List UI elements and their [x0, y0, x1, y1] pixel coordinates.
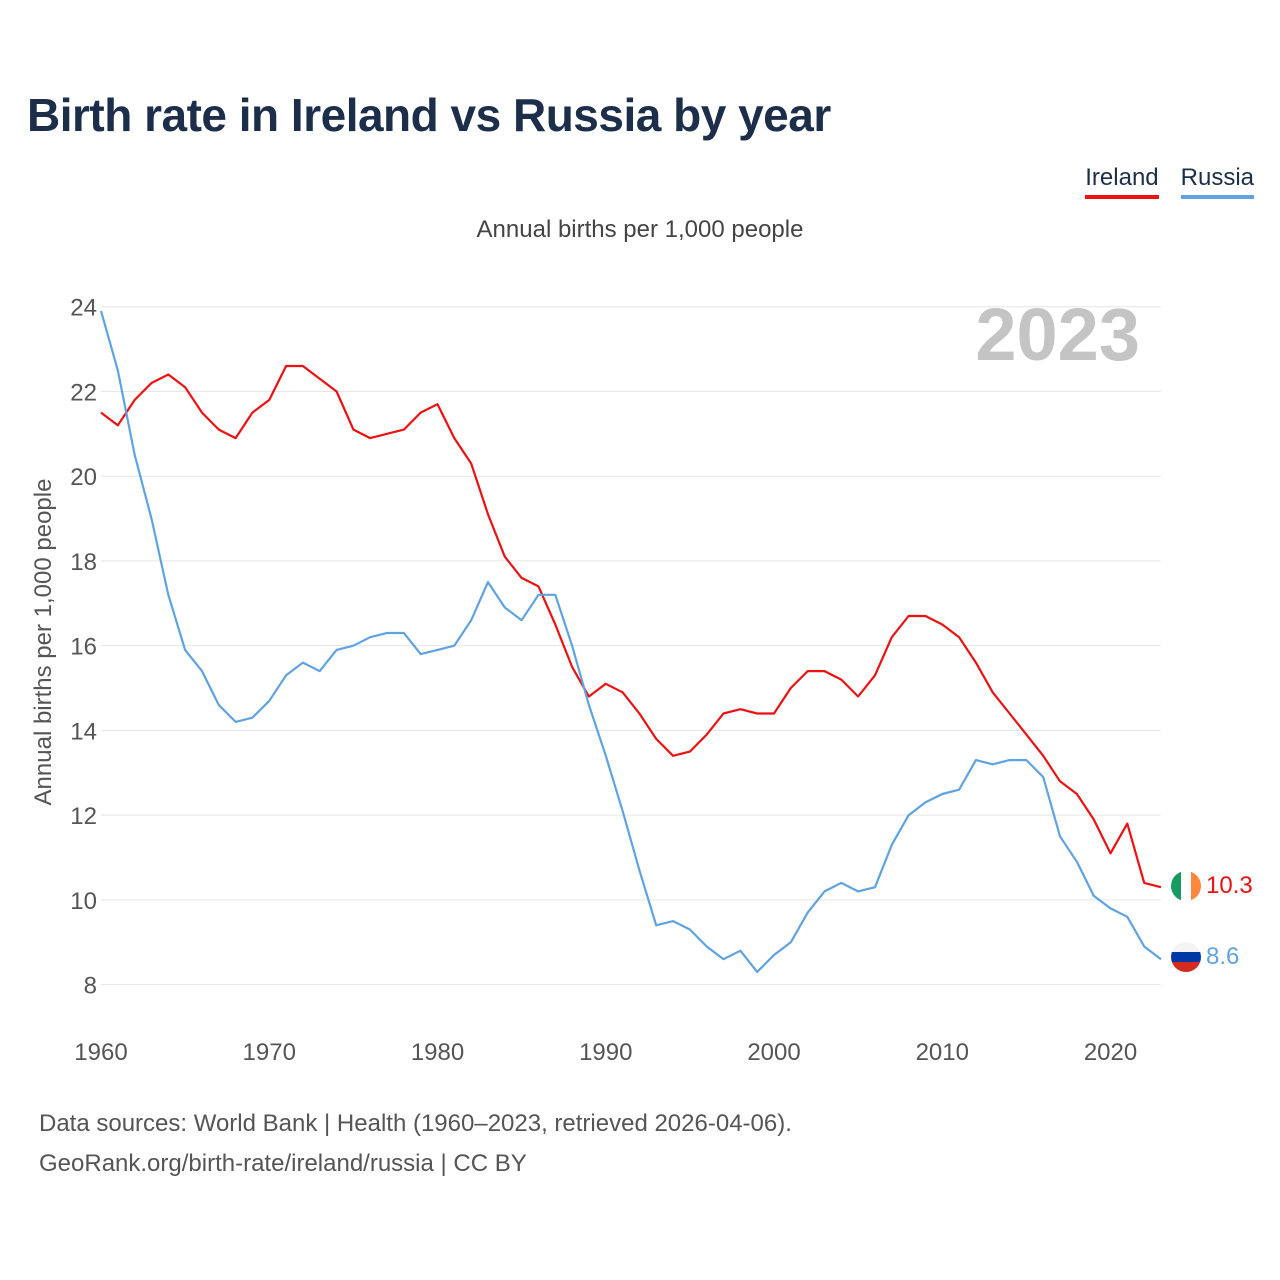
y-tick-label: 14: [70, 718, 97, 745]
y-axis-ticks: 8 10 12 14 16 18 20 22 24: [70, 295, 97, 1000]
year-watermark: 2023: [975, 293, 1140, 376]
y-axis-label: Annual births per 1,000 people: [30, 479, 57, 806]
y-tick-label: 10: [70, 888, 97, 915]
x-axis-ticks: 1960 1970 1980 1990 2000 2010 2020: [74, 1039, 1137, 1066]
x-tick-label: 1980: [411, 1039, 464, 1066]
chart-title: Birth rate in Ireland vs Russia by year: [27, 89, 831, 141]
footer-link[interactable]: GeoRank.org/birth-rate/ireland/russia | …: [39, 1150, 527, 1177]
x-tick-label: 1960: [74, 1039, 127, 1066]
y-tick-label: 16: [70, 634, 97, 661]
flag-ireland-icon: [1171, 871, 1201, 901]
series-line-ireland[interactable]: [100, 364, 1162, 889]
footer-sources: Data sources: World Bank | Health (1960–…: [39, 1110, 792, 1137]
x-tick-label: 1970: [243, 1039, 296, 1066]
footer: Data sources: World Bank | Health (1960–…: [39, 1104, 792, 1184]
series-lines: [99, 310, 1162, 974]
y-tick-label: 22: [70, 379, 97, 406]
y-tick-label: 24: [70, 295, 97, 322]
y-tick-label: 18: [70, 549, 97, 576]
legend-item-ireland[interactable]: Ireland: [1085, 164, 1159, 199]
flag-russia-icon: [1171, 942, 1201, 972]
gridlines: [101, 306, 1161, 986]
y-tick-label: 12: [70, 803, 97, 830]
series-line-russia[interactable]: [99, 310, 1162, 974]
end-label-russia: 8.6: [1206, 943, 1239, 970]
chart-subtitle: Annual births per 1,000 people: [476, 216, 804, 243]
legend: Ireland Russia: [1085, 164, 1254, 199]
y-tick-label: 20: [70, 464, 97, 491]
y-tick-label: 8: [84, 973, 97, 1000]
x-tick-label: 2020: [1084, 1039, 1137, 1066]
end-label-ireland: 10.3: [1206, 872, 1253, 899]
x-tick-label: 2010: [916, 1039, 969, 1066]
x-tick-label: 1990: [579, 1039, 632, 1066]
x-tick-label: 2000: [747, 1039, 800, 1066]
legend-item-russia[interactable]: Russia: [1180, 164, 1254, 199]
